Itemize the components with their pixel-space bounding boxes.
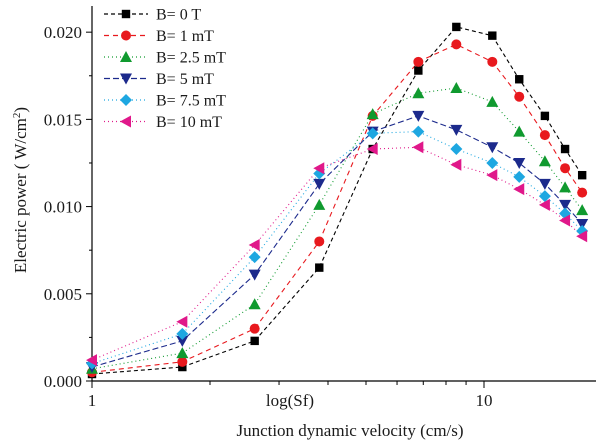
data-point xyxy=(515,75,524,84)
data-point xyxy=(576,204,589,216)
data-point xyxy=(248,269,261,281)
data-point xyxy=(178,362,187,372)
x-tick-label: 10 xyxy=(476,391,493,410)
legend-label: B= 5 mT xyxy=(156,71,214,88)
legend-marker xyxy=(121,9,131,19)
data-point xyxy=(176,315,188,328)
series-line-5 xyxy=(91,146,583,361)
series-line-0 xyxy=(91,26,583,375)
data-point xyxy=(313,178,326,190)
data-point xyxy=(513,125,526,137)
data-point xyxy=(412,87,425,99)
data-point xyxy=(313,198,326,210)
data-point xyxy=(366,127,379,140)
ticks: 0.000 0.005 0.010 0.015 0.020 1 log(Sf) 10 xyxy=(44,23,493,410)
data-point xyxy=(452,22,461,32)
data-point xyxy=(314,236,325,247)
legend-marker xyxy=(120,94,132,106)
data-point xyxy=(248,251,261,264)
data-point xyxy=(248,298,261,310)
data-point xyxy=(412,125,425,138)
data-point xyxy=(249,323,260,334)
data-point xyxy=(412,141,424,154)
data-point xyxy=(538,198,550,211)
series-line-1 xyxy=(91,43,583,373)
legend-marker xyxy=(121,30,131,41)
data-point xyxy=(576,219,589,231)
data-point xyxy=(513,170,526,183)
data-point xyxy=(577,187,588,198)
data-point xyxy=(487,56,498,67)
data-point xyxy=(450,158,462,171)
data-point xyxy=(250,336,259,346)
data-point xyxy=(412,110,425,122)
data-point xyxy=(486,169,498,182)
data-point xyxy=(560,144,570,154)
legend-label: B= 7.5 mT xyxy=(156,93,226,110)
legend-marker xyxy=(120,115,131,128)
y-axis-title: Electric power ( W/cm2) xyxy=(11,107,30,273)
legend-label: B= 0 T xyxy=(156,7,201,24)
legend: B= 0 T B= 1 mT B= 2.5 mT B= 5 mT B= 7.5 mT B=… xyxy=(104,7,226,131)
y-tick-label: 0.020 xyxy=(44,23,82,42)
y-tick-label: 0.000 xyxy=(44,372,82,391)
data-point xyxy=(513,183,525,196)
data-point xyxy=(450,124,463,136)
data-point xyxy=(559,199,572,211)
data-point xyxy=(560,163,571,174)
axes xyxy=(91,6,596,382)
x-tick-label: 1 xyxy=(88,391,97,410)
legend-label: B= 10 mT xyxy=(156,114,222,131)
y-axis-title-superscript: 2 xyxy=(11,113,23,119)
data-point xyxy=(513,157,526,169)
data-point xyxy=(539,130,550,141)
data-point xyxy=(488,31,497,40)
data-point xyxy=(577,170,587,180)
legend-marker xyxy=(120,73,132,85)
x-tick-label: log(Sf) xyxy=(266,391,314,410)
y-tick-label: 0.015 xyxy=(44,110,82,129)
legend-label: B= 2.5 mT xyxy=(156,50,226,67)
data-point xyxy=(486,95,499,107)
data-point xyxy=(559,181,572,193)
data-point xyxy=(414,66,423,75)
series-line-2 xyxy=(91,87,583,370)
data-point xyxy=(538,155,551,167)
data-point xyxy=(366,108,379,120)
data-point xyxy=(559,214,571,227)
data-point xyxy=(450,81,463,93)
data-point xyxy=(413,56,424,67)
data-point xyxy=(248,238,260,251)
series-lines xyxy=(91,26,583,375)
data-point xyxy=(451,39,462,50)
data-point xyxy=(538,178,551,190)
data-point xyxy=(366,143,378,156)
data-point xyxy=(538,190,551,203)
legend-marker xyxy=(120,51,132,62)
data-point xyxy=(176,335,189,347)
data-point xyxy=(315,263,324,272)
data-point xyxy=(486,142,499,154)
data-point xyxy=(450,143,463,156)
series-markers xyxy=(86,22,589,379)
data-point xyxy=(176,347,189,359)
y-tick-label: 0.005 xyxy=(44,285,82,304)
series-line-3 xyxy=(91,115,583,368)
data-point xyxy=(514,91,525,102)
data-point xyxy=(540,111,550,121)
data-point xyxy=(176,327,189,340)
data-point xyxy=(313,162,325,175)
data-point xyxy=(177,356,188,367)
data-point xyxy=(576,230,588,243)
x-axis-title: Junction dynamic velocity (cm/s) xyxy=(236,421,463,440)
legend-label: B= 1 mT xyxy=(156,28,214,45)
y-tick-label: 0.010 xyxy=(44,198,82,217)
data-point xyxy=(86,354,97,367)
data-point xyxy=(486,156,499,169)
